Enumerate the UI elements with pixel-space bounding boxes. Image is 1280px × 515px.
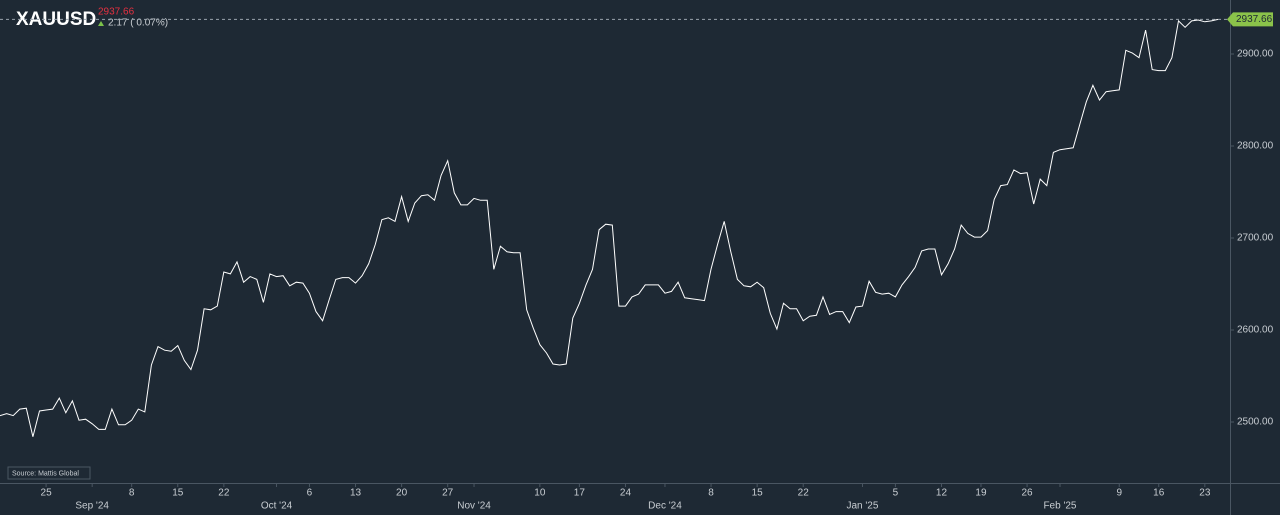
x-tick-label: 8 (708, 488, 714, 499)
y-tick-label: 2600.00 (1237, 325, 1274, 336)
x-tick-label: 27 (442, 488, 454, 499)
x-tick-label: 13 (350, 488, 362, 499)
change-label: 2.17 ( 0.07%) (108, 18, 168, 29)
last-price-tag-label: 2937.66 (1236, 14, 1273, 25)
x-tick-label: 20 (396, 488, 408, 499)
x-tick-label: 8 (129, 488, 135, 499)
x-tick-label: 6 (307, 488, 313, 499)
source-box (7, 466, 91, 480)
x-month-label: Sep '24 (75, 501, 109, 512)
x-tick-label: 22 (218, 488, 230, 499)
x-tick-label: 19 (975, 488, 987, 499)
price-line (0, 18, 1219, 437)
change-arrow (98, 21, 104, 26)
x-tick-label: 10 (534, 488, 546, 499)
x-tick-label: 23 (1199, 488, 1211, 499)
x-tick-label: 5 (893, 488, 899, 499)
x-tick-label: 16 (1153, 488, 1165, 499)
x-tick-label: 17 (574, 488, 586, 499)
x-tick-label: 24 (620, 488, 632, 499)
x-tick-label: 25 (41, 488, 53, 499)
y-tick-label: 2800.00 (1237, 141, 1274, 152)
last-price: 2937.66 (98, 7, 135, 18)
x-tick-label: 22 (798, 488, 810, 499)
x-month-label: Feb '25 (1043, 501, 1076, 512)
x-month-label: Oct '24 (261, 501, 293, 512)
y-tick-label: 2700.00 (1237, 233, 1274, 244)
x-month-label: Nov '24 (457, 501, 491, 512)
last-price-tag (1227, 12, 1273, 27)
x-tick-label: 15 (172, 488, 184, 499)
x-month-label: Dec '24 (648, 501, 682, 512)
x-tick-label: 9 (1116, 488, 1122, 499)
x-tick-label: 26 (1022, 488, 1034, 499)
x-month-label: Jan '25 (847, 501, 879, 512)
source: Source: Mattis Global (12, 470, 79, 477)
y-tick-label: 2500.00 (1237, 417, 1274, 428)
y-tick-label: 2900.00 (1237, 49, 1274, 60)
x-tick-label: 15 (752, 488, 764, 499)
x-tick-label: 12 (936, 488, 948, 499)
